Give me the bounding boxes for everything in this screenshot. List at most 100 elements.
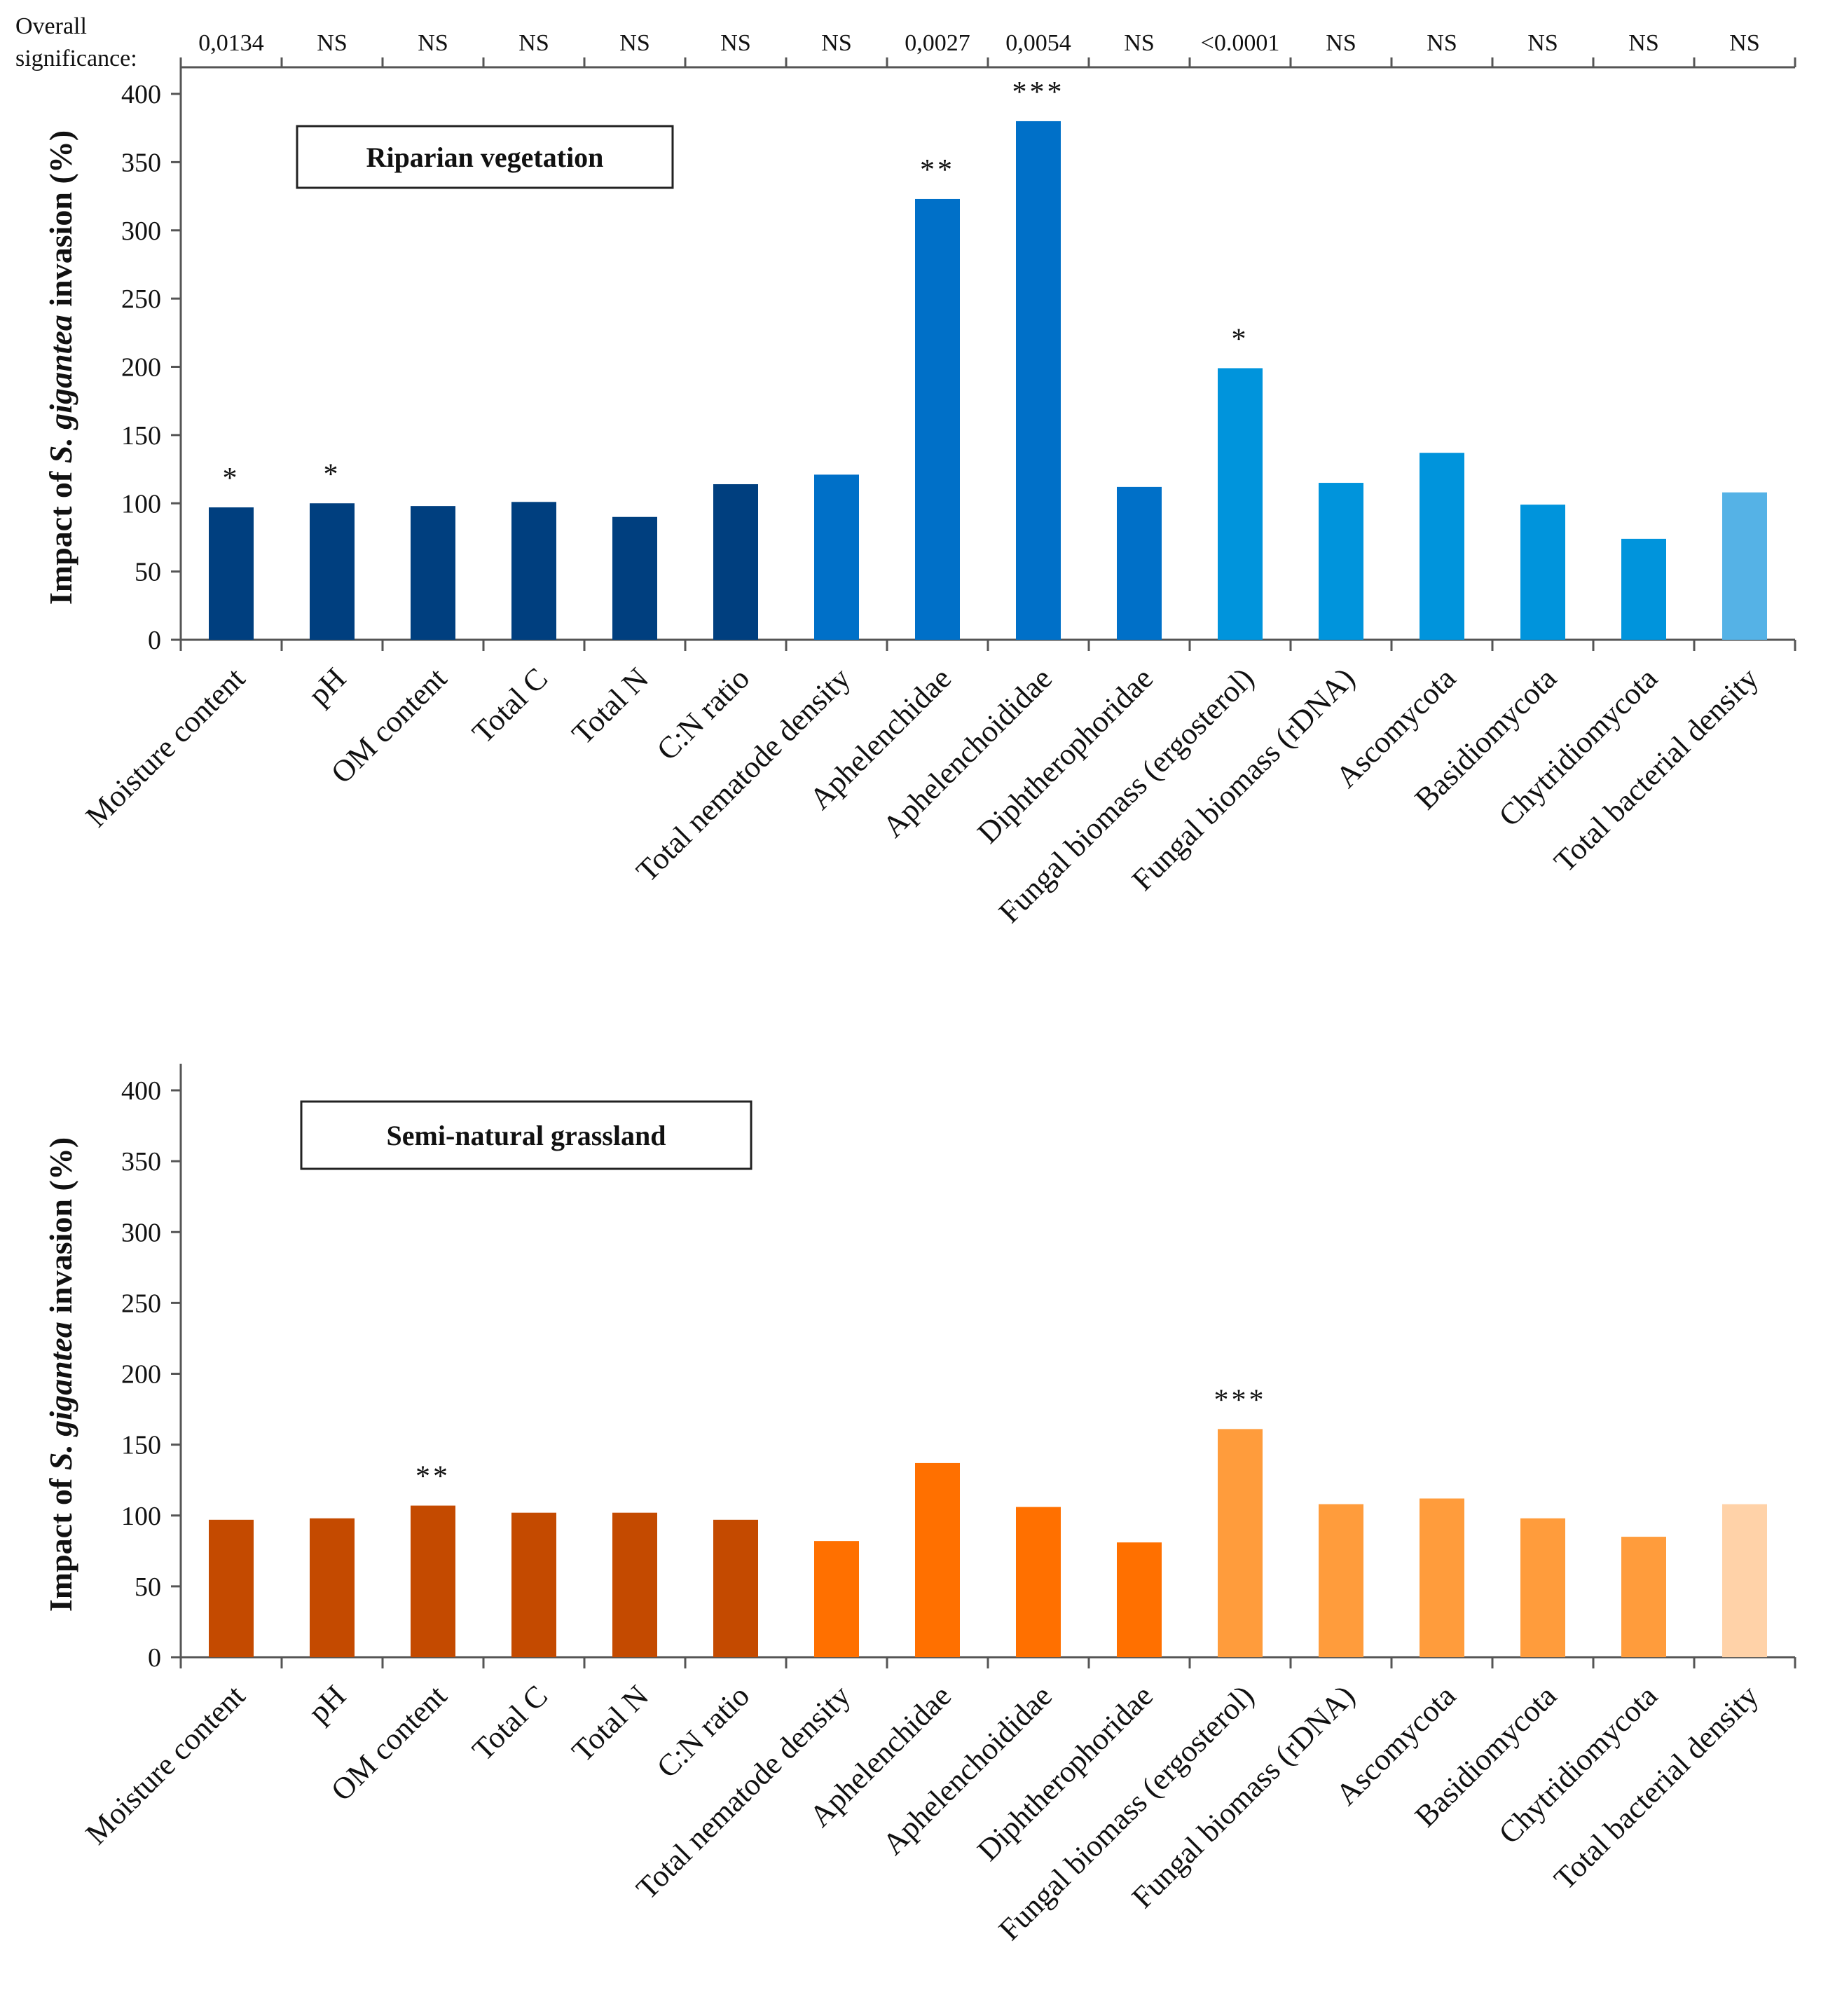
- x-category-label: Total bacterial density: [1547, 1678, 1765, 1896]
- significance-marker: *: [1232, 323, 1249, 355]
- x-category-label: C:N ratio: [650, 1678, 756, 1784]
- significance-marker: ***: [1214, 1384, 1267, 1416]
- chart-title-box: [300, 1100, 752, 1170]
- significance-marker: **: [415, 1461, 451, 1493]
- x-category-label: pH: [301, 661, 352, 712]
- bar-om-content: [411, 1505, 455, 1657]
- y-axis-label: Impact of S. gigantea invasion (%): [43, 1137, 78, 1612]
- bar-total-n: [612, 1512, 657, 1657]
- bar-om-content: [411, 506, 455, 640]
- bar-total-c: [511, 502, 556, 640]
- y-tick-label: 200: [121, 1360, 161, 1390]
- bar-fungal-biomass-ergosterol: [1218, 368, 1263, 640]
- significance-marker: ***: [1012, 76, 1065, 109]
- x-category-label: Moisture content: [79, 661, 252, 833]
- bar-moisture-content: [209, 507, 254, 640]
- bar-fungal-biomass-rdna: [1319, 1504, 1363, 1657]
- bar-diphtherophoridae: [1117, 1542, 1162, 1657]
- x-category-label: Total C: [465, 661, 554, 750]
- overall-significance-label-line2: significance:: [15, 46, 137, 71]
- overall-significance-value: NS: [1427, 30, 1457, 56]
- overall-significance-value: 0,0134: [198, 30, 264, 56]
- x-category-label: Aphelenchoididae: [876, 1678, 1059, 1861]
- bar-aphelenchidae: [915, 198, 960, 640]
- significance-marker: *: [223, 462, 240, 495]
- overall-significance-row: Overall significance: 0,0134 NS NS NS NS NS NS…: [15, 13, 1760, 71]
- overall-significance-value: NS: [720, 30, 750, 56]
- bar-ascomycota: [1420, 453, 1464, 640]
- x-category-label: pH: [301, 1678, 352, 1729]
- bar-c-n-ratio: [713, 1519, 758, 1657]
- overall-significance-value: NS: [619, 30, 650, 56]
- y-tick-label: 400: [121, 1076, 161, 1106]
- y-tick-label: 100: [121, 489, 161, 519]
- y-tick-label: 150: [121, 421, 161, 451]
- bar-moisture-content: [209, 1519, 254, 1657]
- overall-significance-value: NS: [821, 30, 851, 56]
- bar-chytridiomycota: [1621, 538, 1666, 640]
- overall-significance-value: NS: [1326, 30, 1356, 56]
- chart-title: Semi-natural grassland: [387, 1120, 666, 1151]
- bar-fungal-biomass-rdna: [1319, 483, 1363, 640]
- significance-marker: **: [920, 154, 955, 186]
- y-tick-label: 350: [121, 1147, 161, 1177]
- overall-significance-value: NS: [1124, 30, 1154, 56]
- bar-total-bacterial-density: [1722, 492, 1767, 640]
- x-category-label: C:N ratio: [650, 661, 756, 767]
- overall-significance-value: NS: [1729, 30, 1759, 56]
- y-tick-label: 150: [121, 1431, 161, 1460]
- x-category-label: Diphtherophoridae: [970, 1678, 1160, 1867]
- significance-marker: *: [324, 458, 341, 491]
- overall-significance-value: NS: [1527, 30, 1558, 56]
- y-tick-label: 300: [121, 217, 161, 246]
- bar-total-c: [511, 1512, 556, 1657]
- y-tick-label: 250: [121, 1289, 161, 1318]
- bar-diphtherophoridae: [1117, 486, 1162, 640]
- y-tick-label: 250: [121, 284, 161, 314]
- x-category-label: Diphtherophoridae: [970, 661, 1160, 850]
- y-tick-label: 350: [121, 148, 161, 177]
- bar-chytridiomycota: [1621, 1537, 1666, 1657]
- bar-total-n: [612, 516, 657, 640]
- overall-significance-value: NS: [518, 30, 549, 56]
- y-axis-label: Impact of S. gigantea invasion (%): [43, 130, 78, 605]
- y-tick-label: 100: [121, 1502, 161, 1531]
- overall-significance-value: <0.0001: [1201, 30, 1280, 56]
- y-tick-label: 200: [121, 353, 161, 383]
- overall-significance-value: NS: [418, 30, 448, 56]
- x-category-label: Aphelenchoididae: [876, 661, 1059, 844]
- bar-basidiomycota: [1520, 1518, 1565, 1657]
- y-tick-label: 300: [121, 1218, 161, 1247]
- bar-aphelenchidae: [915, 1462, 960, 1657]
- overall-significance-label-line1: Overall: [15, 13, 87, 39]
- bar-ascomycota: [1420, 1498, 1464, 1657]
- overall-significance-value: NS: [1628, 30, 1658, 56]
- x-category-label: Total N: [565, 661, 655, 750]
- bar-ph: [310, 1518, 355, 1657]
- overall-significance-value: 0,0027: [905, 30, 970, 56]
- chart-title: Riparian vegetation: [366, 142, 604, 173]
- x-category-label: Moisture content: [79, 1678, 252, 1851]
- bar-fungal-biomass-ergosterol: [1218, 1429, 1263, 1657]
- y-tick-label: 0: [148, 626, 161, 655]
- y-tick-label: 0: [148, 1643, 161, 1673]
- x-category-label: Total bacterial density: [1547, 661, 1765, 879]
- bar-ph: [310, 503, 355, 640]
- overall-significance-value: NS: [317, 30, 347, 56]
- bar-aphelenchoididae: [1016, 121, 1061, 640]
- bar-c-n-ratio: [713, 484, 758, 640]
- y-tick-label: 50: [135, 1572, 161, 1602]
- semi-natural-grassland-chart: 0 50 100 150 200 250 300 350 400 Impact of S. gig…: [43, 1064, 1796, 1947]
- overall-significance-value: 0,0054: [1005, 30, 1071, 56]
- riparian-vegetation-chart: 0 50 100 150 200 250 300 350 400 Impact of S. gig…: [43, 57, 1796, 930]
- bar-total-bacterial-density: [1722, 1504, 1767, 1657]
- x-category-label: Total C: [465, 1678, 554, 1767]
- bar-aphelenchoididae: [1016, 1507, 1061, 1657]
- bar-basidiomycota: [1520, 505, 1565, 640]
- bar-total-nematode-density: [814, 474, 859, 640]
- chart-title-box: [296, 125, 674, 189]
- y-tick-label: 400: [121, 80, 161, 109]
- bar-total-nematode-density: [814, 1541, 859, 1657]
- y-tick-label: 50: [135, 558, 161, 587]
